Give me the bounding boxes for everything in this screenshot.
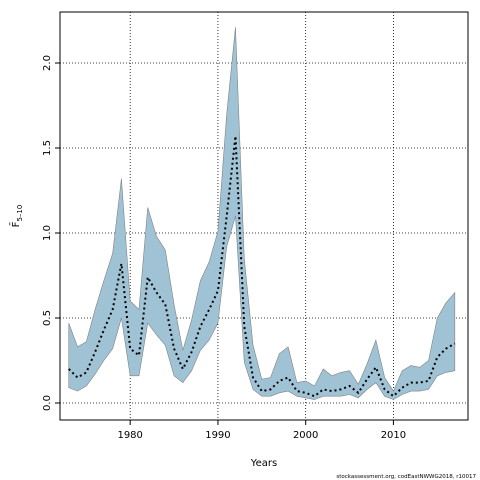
x-axis: 1980 1990 2000 2010	[117, 420, 406, 441]
gridlines	[60, 12, 468, 420]
footnote: stockassessment.org, codEastNWWG2018, r1…	[336, 474, 476, 480]
y-axis-title: F̄5–10	[9, 205, 24, 228]
y-axis: 0.0 0.5 1.0 1.5 2.0	[42, 55, 60, 411]
x-tick-label-1980: 1980	[117, 430, 142, 441]
x-tick-label-2010: 2010	[381, 430, 406, 441]
y-tick-label-2.0: 2.0	[42, 55, 53, 71]
x-axis-title: Years	[250, 458, 277, 469]
y-tick-label-0.5: 0.5	[42, 310, 53, 326]
x-tick-label-2000: 2000	[293, 430, 318, 441]
x-tick-label-1990: 1990	[205, 430, 230, 441]
plot-frame	[59, 11, 469, 421]
y-tick-label-1.5: 1.5	[42, 140, 53, 156]
y-axis-title-main: F̄	[9, 221, 22, 227]
y-tick-label-1.0: 1.0	[42, 225, 53, 241]
svg-text:F̄5–10: F̄5–10	[9, 205, 24, 228]
confidence-band	[68, 27, 456, 400]
estimate-line	[68, 135, 456, 398]
y-axis-title-subscript: 5–10	[16, 205, 24, 222]
y-tick-label-0.0: 0.0	[42, 395, 53, 411]
